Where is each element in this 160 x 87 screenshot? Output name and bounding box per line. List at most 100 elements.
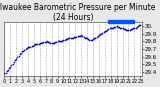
Point — [52, 42, 54, 44]
Point — [61, 40, 64, 41]
Point — [95, 36, 98, 37]
Point — [99, 34, 101, 35]
Point — [12, 61, 15, 63]
Point — [69, 37, 72, 38]
Point — [105, 30, 107, 31]
Point — [55, 41, 58, 43]
Point — [108, 28, 111, 29]
Point — [46, 41, 48, 42]
Point — [120, 28, 123, 29]
Point — [134, 27, 137, 28]
Point — [94, 37, 97, 38]
Point — [138, 25, 140, 26]
Point — [96, 35, 99, 37]
Point — [93, 38, 96, 39]
Point — [56, 41, 59, 42]
Point — [70, 37, 73, 38]
Point — [23, 49, 26, 50]
Point — [72, 37, 74, 38]
Point — [47, 41, 49, 43]
Point — [36, 43, 39, 44]
Point — [35, 44, 38, 45]
Point — [88, 39, 91, 41]
Point — [67, 38, 69, 39]
Point — [98, 35, 100, 36]
Point — [132, 28, 135, 29]
Point — [101, 32, 104, 34]
Point — [26, 48, 28, 49]
Point — [80, 35, 82, 36]
Point — [5, 70, 8, 72]
Point — [14, 60, 16, 61]
Point — [75, 36, 78, 37]
Point — [27, 47, 29, 48]
Point — [73, 36, 75, 37]
Point — [34, 44, 36, 45]
Point — [100, 33, 103, 34]
Point — [131, 28, 133, 30]
Point — [102, 31, 105, 33]
Point — [79, 35, 81, 37]
Point — [3, 73, 6, 74]
Point — [63, 39, 66, 41]
Point — [33, 44, 35, 46]
Point — [76, 35, 79, 37]
Point — [92, 38, 94, 40]
Point — [4, 72, 7, 73]
Point — [60, 40, 62, 41]
Point — [53, 42, 55, 44]
Point — [74, 36, 77, 37]
Point — [123, 28, 125, 30]
Point — [81, 35, 84, 37]
Point — [114, 26, 117, 28]
Point — [17, 55, 20, 57]
Point — [37, 43, 40, 44]
Point — [49, 42, 52, 44]
Point — [137, 25, 139, 27]
Point — [22, 50, 24, 51]
Point — [15, 58, 17, 60]
Point — [118, 26, 120, 28]
Point — [136, 26, 138, 28]
Point — [44, 41, 47, 43]
Point — [112, 27, 114, 28]
Point — [43, 41, 46, 43]
Point — [29, 46, 32, 47]
Point — [42, 41, 45, 43]
Point — [117, 26, 119, 28]
Point — [28, 46, 30, 47]
Point — [68, 38, 71, 39]
Point — [31, 45, 34, 47]
Point — [11, 63, 14, 64]
Point — [127, 29, 130, 31]
Point — [9, 66, 12, 67]
Point — [7, 69, 9, 70]
Point — [85, 38, 87, 39]
Point — [40, 42, 42, 44]
Point — [111, 27, 113, 28]
Point — [115, 25, 118, 27]
Point — [16, 57, 19, 58]
Point — [41, 42, 44, 44]
Point — [84, 37, 86, 38]
Point — [57, 41, 60, 42]
Point — [86, 38, 88, 39]
Point — [64, 38, 67, 40]
Point — [87, 38, 90, 40]
Point — [78, 35, 80, 37]
Point — [50, 42, 53, 44]
Point — [39, 42, 41, 44]
Point — [107, 28, 110, 30]
Point — [91, 39, 93, 41]
Point — [124, 28, 126, 30]
Point — [113, 26, 116, 28]
Point — [109, 28, 112, 29]
Point — [121, 28, 124, 29]
Point — [128, 29, 131, 31]
Point — [18, 54, 21, 55]
Point — [125, 29, 127, 31]
Point — [30, 45, 33, 47]
Point — [10, 64, 13, 66]
Point — [139, 24, 142, 25]
Point — [59, 40, 61, 41]
